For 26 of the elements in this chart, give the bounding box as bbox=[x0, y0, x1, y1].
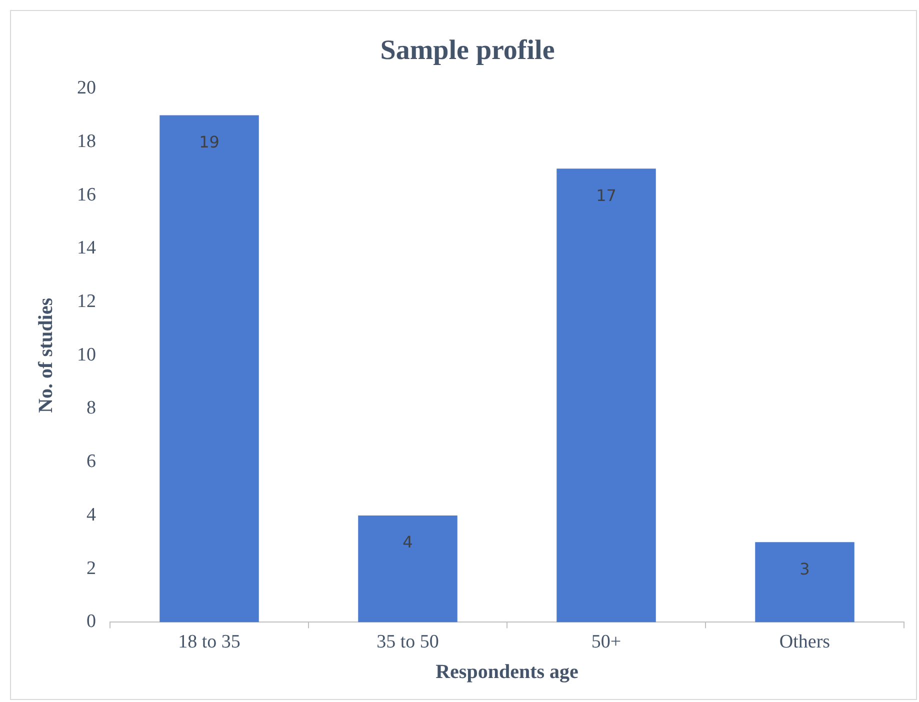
bar bbox=[358, 515, 458, 622]
y-tick-label: 6 bbox=[86, 451, 96, 472]
bar bbox=[556, 168, 656, 622]
y-tick-label: 16 bbox=[77, 184, 96, 206]
y-tick-label: 2 bbox=[86, 558, 96, 579]
bar bbox=[755, 542, 854, 622]
y-tick-label: 10 bbox=[77, 344, 96, 366]
y-tick-label: 12 bbox=[77, 291, 96, 312]
x-tick-label: 35 to 50 bbox=[376, 632, 439, 653]
data-label: 17 bbox=[596, 186, 616, 205]
x-tick-label: Others bbox=[779, 632, 830, 653]
y-tick-label: 18 bbox=[77, 130, 96, 152]
x-tick-label: 50+ bbox=[591, 632, 622, 653]
y-tick-label: 20 bbox=[77, 78, 96, 99]
y-axis-title: No. of studies bbox=[35, 298, 58, 413]
chart-title: Sample profile bbox=[380, 35, 555, 66]
data-label: 3 bbox=[800, 559, 810, 578]
y-tick-label: 0 bbox=[86, 611, 96, 632]
bar bbox=[160, 115, 259, 622]
y-tick-label: 14 bbox=[77, 238, 96, 259]
data-label: 4 bbox=[402, 532, 413, 552]
x-axis-title: Respondents age bbox=[436, 661, 579, 684]
x-tick-label: 18 to 35 bbox=[178, 632, 240, 653]
y-tick-label: 4 bbox=[86, 504, 96, 526]
y-tick-label: 8 bbox=[86, 398, 96, 419]
data-label: 19 bbox=[199, 132, 220, 152]
